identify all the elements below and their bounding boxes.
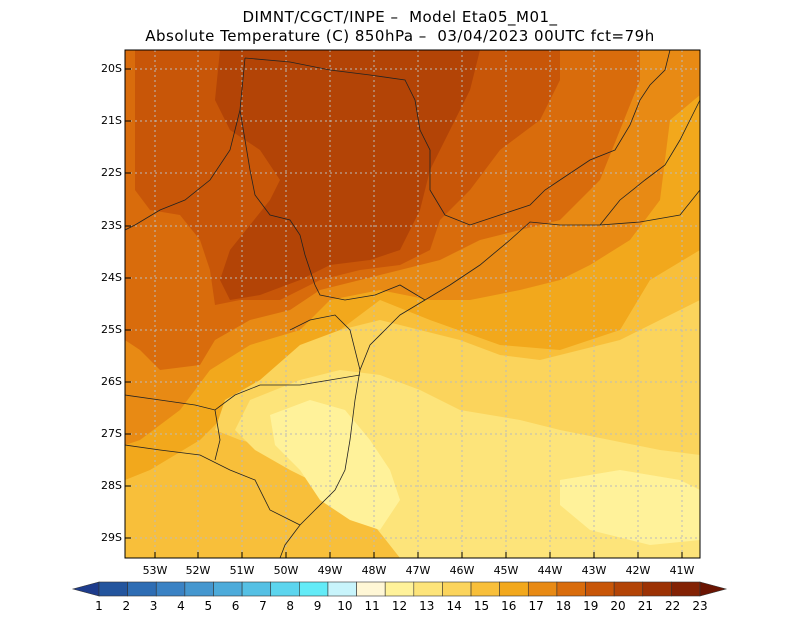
lat-label: 28S	[101, 479, 122, 492]
lon-label: 45W	[493, 564, 519, 577]
colorbar-label: 16	[501, 599, 517, 613]
border-sp-mg	[244, 57, 561, 226]
border-pr-sc	[125, 374, 361, 411]
border-mg-es	[559, 50, 671, 181]
lat-label: 29S	[101, 531, 122, 544]
colorbar-label: 1	[95, 599, 103, 613]
lat-label: 24S	[101, 271, 122, 284]
border-ms-mg	[125, 57, 246, 231]
lon-label: 53W	[142, 564, 168, 577]
colorbar-swatch	[270, 581, 300, 597]
border-pr-sp	[239, 109, 426, 301]
colorbar-label: 19	[583, 599, 599, 613]
lon-label: 41W	[669, 564, 695, 577]
colorbar-label: 15	[473, 599, 490, 613]
chart-title: DIMNT/CGCT/INPE – Model Eta05_M01_	[242, 8, 558, 26]
field-13c-west	[270, 400, 400, 530]
colorbar-label: 22	[665, 599, 681, 613]
lat-label: 25S	[101, 323, 122, 336]
lon-label: 52W	[185, 564, 211, 577]
colorbar-label: 23	[692, 599, 708, 613]
colorbar-label: 11	[364, 599, 380, 613]
colorbar-label: 2	[122, 599, 131, 613]
colorbar-swatch	[413, 581, 443, 597]
colorbar-label: 7	[259, 599, 267, 613]
colorbar-label: 8	[286, 599, 295, 613]
colorbar-swatch	[127, 581, 157, 597]
field-13c-east	[560, 470, 700, 545]
lon-label: 50W	[273, 564, 299, 577]
colorbar-label: 20	[610, 599, 626, 613]
colorbar-swatch	[499, 581, 529, 597]
lon-label: 47W	[405, 564, 431, 577]
graticule	[125, 50, 700, 558]
colorbar-swatch	[442, 581, 472, 597]
colorbar-arrow-right	[699, 581, 728, 597]
colorbar-swatch	[299, 581, 329, 597]
colorbar-swatch	[384, 581, 415, 597]
map-frame	[124, 49, 701, 559]
lat-label: 26S	[101, 375, 122, 388]
colorbar-swatch	[213, 581, 243, 597]
colorbar-swatch	[470, 581, 500, 597]
lat-label: 27S	[101, 427, 122, 440]
border-rj-mg	[599, 99, 700, 226]
colorbar-label: 17	[528, 599, 544, 613]
colorbar-swatch	[98, 581, 128, 597]
colorbar-label: 10	[337, 599, 353, 613]
border-argentina	[214, 409, 221, 461]
lon-label: 46W	[449, 564, 475, 577]
colorbar-swatch	[327, 581, 357, 597]
colorbar	[71, 581, 728, 597]
colorbar-swatch	[241, 581, 272, 597]
colorbar-label: 3	[149, 599, 158, 613]
colorbar-swatch	[671, 581, 701, 597]
lon-label: 42W	[625, 564, 651, 577]
colorbar-arrow-left	[71, 581, 100, 597]
colorbar-label: 13	[419, 599, 435, 613]
border-internal	[289, 314, 361, 371]
boundaries	[125, 50, 700, 558]
colorbar-swatch	[556, 581, 586, 597]
colorbar-label: 21	[637, 599, 653, 613]
lat-label: 20S	[101, 62, 122, 75]
colorbar-label: 6	[231, 599, 240, 613]
lon-label: 43W	[581, 564, 607, 577]
coastline	[279, 189, 700, 558]
colorbar-swatch	[356, 581, 386, 597]
colorbar-swatch	[527, 581, 558, 597]
colorbar-label: 5	[204, 599, 213, 613]
chart-subtitle: Absolute Temperature (C) 850hPa – 03/04/…	[145, 27, 655, 45]
temperature-field	[125, 50, 700, 558]
colorbar-label: 4	[177, 599, 185, 613]
lat-label: 22S	[101, 166, 122, 179]
lon-label: 51W	[229, 564, 255, 577]
border-sc-rs	[125, 444, 301, 526]
axis-ticks	[125, 68, 683, 558]
colorbar-swatch	[613, 581, 644, 597]
colorbar-label: 14	[446, 599, 462, 613]
colorbar-label: 12	[391, 599, 408, 613]
colorbar-swatch	[184, 581, 214, 597]
lat-label: 23S	[101, 219, 122, 232]
lon-label: 48W	[361, 564, 387, 577]
colorbar-swatch	[585, 581, 615, 597]
colorbar-label: 18	[555, 599, 572, 613]
colorbar-swatch	[155, 581, 186, 597]
colorbar-label: 9	[313, 599, 322, 613]
field-21c	[215, 50, 480, 300]
colorbar-swatch	[642, 581, 672, 597]
lat-label: 21S	[101, 114, 122, 127]
lon-label: 49W	[317, 564, 343, 577]
lon-label: 44W	[537, 564, 563, 577]
